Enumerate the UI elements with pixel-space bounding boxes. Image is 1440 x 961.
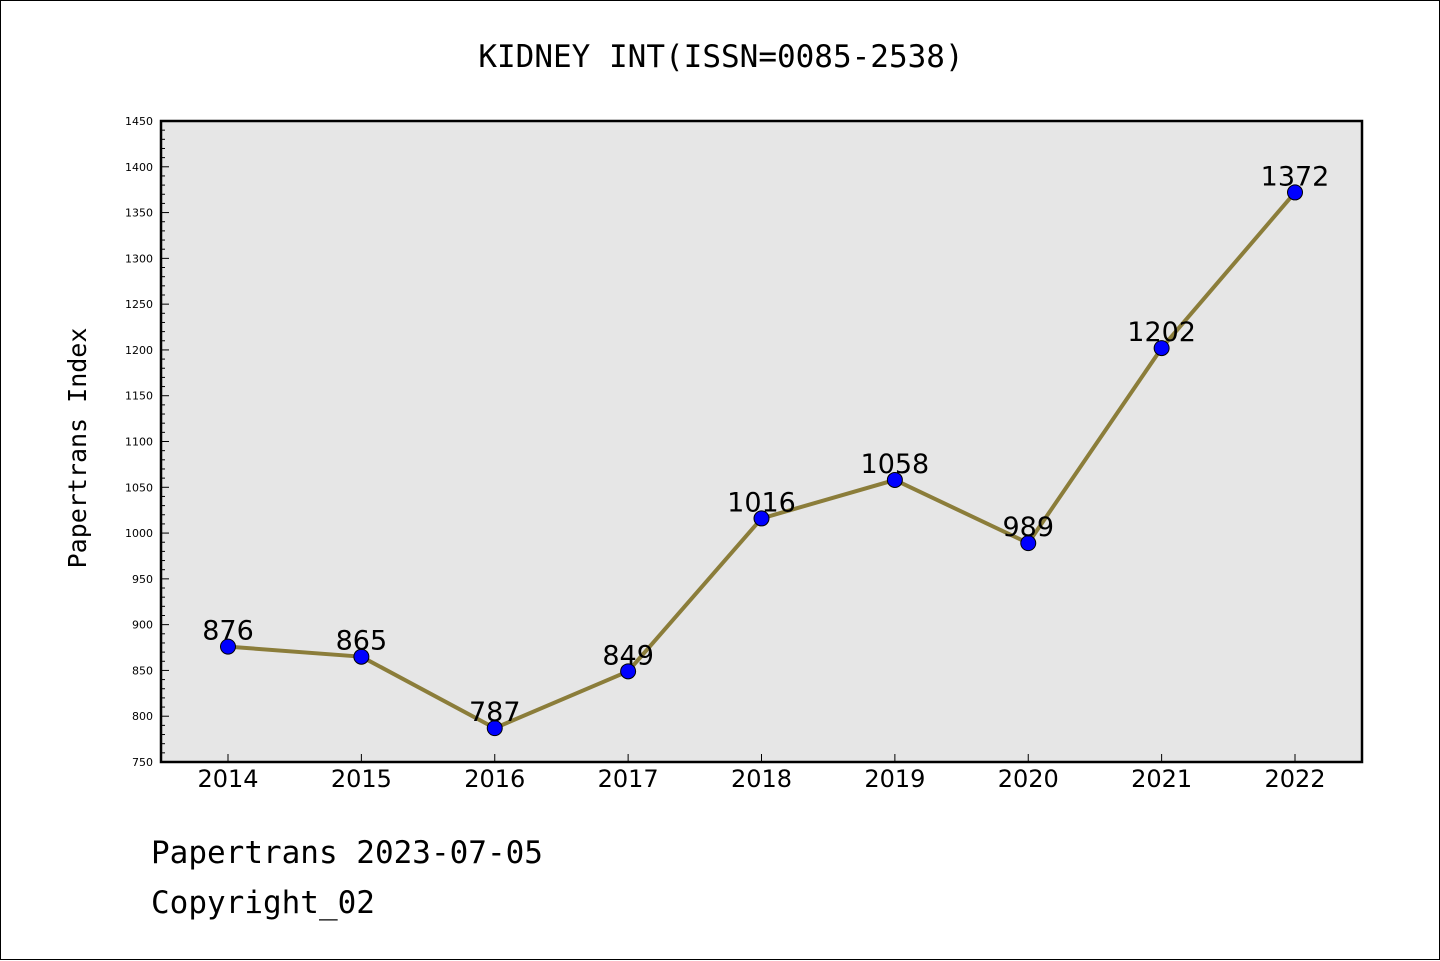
data-point <box>486 720 503 737</box>
chart-title: KIDNEY INT(ISSN=0085-2538) <box>478 39 963 75</box>
y-tick-label: 1000 <box>125 527 153 540</box>
data-point <box>620 663 637 680</box>
data-label: 1202 <box>1127 317 1196 348</box>
x-tick-label: 2019 <box>864 765 925 793</box>
y-tick-label: 850 <box>132 664 153 677</box>
y-tick-label: 1450 <box>125 115 153 128</box>
data-label: 1058 <box>861 449 930 480</box>
y-tick-label: 1250 <box>125 298 153 311</box>
data-label: 865 <box>336 626 388 657</box>
y-axis-ticks: 750 800 850 900 950 1000 1050 1100 1150 1200 1250 1… <box>125 115 169 769</box>
series-group <box>220 184 1303 737</box>
x-tick-label: 2018 <box>731 765 792 793</box>
data-label: 1372 <box>1261 161 1330 192</box>
y-tick-label: 1300 <box>125 252 153 265</box>
data-point <box>220 638 236 655</box>
y-tick-label: 1050 <box>125 481 153 494</box>
x-tick-label: 2021 <box>1131 765 1192 793</box>
y-tick-label: 1100 <box>125 436 153 449</box>
x-axis-ticks: 2014 2015 2016 2017 2018 2019 2020 2021 2022 <box>197 754 1326 793</box>
x-tick-label: 2016 <box>464 765 525 793</box>
data-point <box>886 471 903 488</box>
data-point <box>1020 535 1037 552</box>
y-tick-label: 950 <box>132 573 153 586</box>
plot-area <box>161 121 1362 762</box>
y-tick-label: 1400 <box>125 161 153 174</box>
x-tick-label: 2015 <box>331 765 392 793</box>
x-tick-label: 2020 <box>998 765 1059 793</box>
data-label: 876 <box>202 616 254 647</box>
data-point <box>1287 184 1303 201</box>
y-tick-label: 1150 <box>125 390 153 403</box>
data-point <box>753 510 770 527</box>
plot-border <box>159 119 1364 764</box>
data-label: 787 <box>469 697 521 728</box>
x-tick-label: 2022 <box>1264 765 1325 793</box>
data-point <box>353 648 370 665</box>
data-label: 1016 <box>727 487 796 518</box>
y-tick-label: 750 <box>132 756 153 769</box>
data-labels-group: 876 865 787 849 1016 1058 989 1202 1372 <box>202 161 1329 728</box>
footer-date: Papertrans 2023-07-05 <box>151 835 543 871</box>
data-point <box>1153 340 1170 357</box>
y-tick-label: 900 <box>132 619 153 632</box>
y-axis-label: Papertrans Index <box>63 328 92 569</box>
data-label: 989 <box>1002 512 1054 543</box>
x-tick-label: 2014 <box>197 765 258 793</box>
y-tick-label: 1350 <box>125 207 153 220</box>
x-tick-label: 2017 <box>598 765 659 793</box>
y-tick-label: 1200 <box>125 344 153 357</box>
footer-copyright: Copyright_02 <box>151 885 375 921</box>
data-label: 849 <box>602 640 654 671</box>
y-tick-label: 800 <box>132 710 153 723</box>
